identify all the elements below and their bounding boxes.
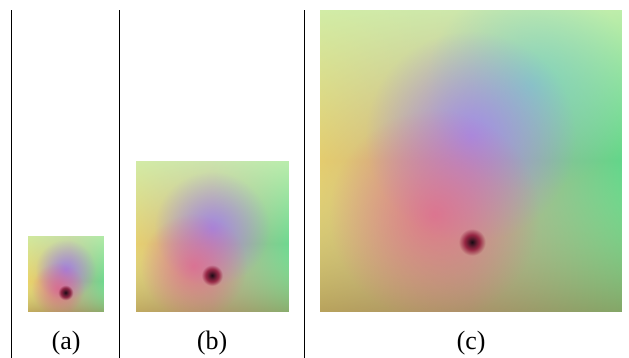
phase-field-c <box>320 10 622 312</box>
panel-b-image <box>136 161 289 312</box>
panel-b-label: (b) <box>172 326 252 356</box>
divider-middle <box>119 10 120 358</box>
phase-field-b <box>136 161 289 312</box>
divider-left <box>11 10 12 358</box>
divider-right <box>304 10 305 358</box>
phase-field-a <box>28 236 104 312</box>
panel-c-image <box>320 10 622 312</box>
panel-a-image <box>28 236 104 312</box>
panel-a-label: (a) <box>26 326 106 356</box>
panel-c-label: (c) <box>431 326 511 356</box>
